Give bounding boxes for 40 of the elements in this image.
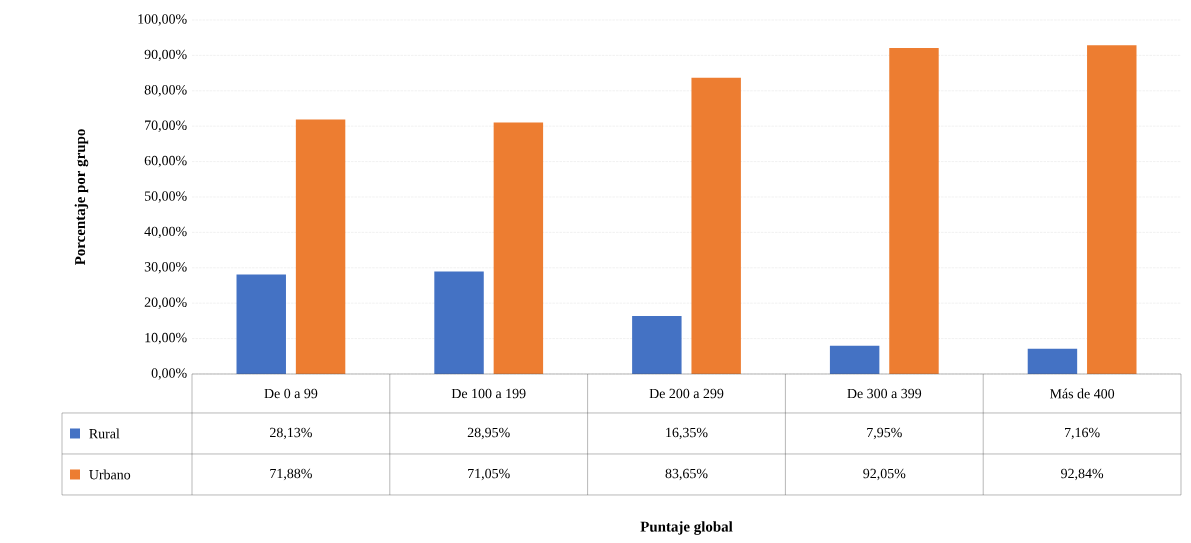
x-tick-label: De 300 a 399 xyxy=(847,388,922,399)
y-tick-label: 40,00% xyxy=(144,226,187,239)
bar xyxy=(1087,45,1137,374)
data-label: 7,16% xyxy=(1065,427,1100,440)
x-tick-label: De 200 a 299 xyxy=(649,388,724,399)
data-label: 83,65% xyxy=(665,468,708,481)
legend-label: Urbano xyxy=(89,469,131,480)
bar xyxy=(829,345,880,374)
bar xyxy=(434,271,484,374)
legend-label: Rural xyxy=(89,428,120,439)
bar xyxy=(1027,348,1078,374)
y-tick-label: 10,00% xyxy=(145,332,187,345)
x-tick-label: De 100 a 199 xyxy=(451,388,526,399)
text: Puntaje global xyxy=(640,521,733,535)
data-label: 92,84% xyxy=(1061,468,1104,481)
data-label: 92,05% xyxy=(863,468,906,481)
bar xyxy=(493,122,544,374)
bar xyxy=(691,77,741,374)
y-tick-label: 60,00% xyxy=(144,155,187,168)
y-tick-label: 80,00% xyxy=(144,85,187,97)
bar xyxy=(632,316,682,374)
x-tick-label: Más de 400 xyxy=(1049,388,1115,399)
y-tick-label: 70,00% xyxy=(145,120,187,132)
y-tick-label: 90,00% xyxy=(144,49,187,62)
data-label: 7,95% xyxy=(867,427,902,440)
data-label: 71,88% xyxy=(270,468,312,481)
bar xyxy=(236,274,286,374)
y-tick-label: 100,00% xyxy=(138,14,187,26)
y-tick-label: 50,00% xyxy=(144,191,187,203)
y-axis-title: Porcentaje por grupo xyxy=(74,129,89,266)
data-label: 16,35% xyxy=(666,427,708,440)
data-label: 71,05% xyxy=(468,468,510,481)
data-label: 28,95% xyxy=(467,427,510,440)
y-tick-label: 20,00% xyxy=(144,297,187,309)
bar xyxy=(295,119,346,374)
data-label: 28,13% xyxy=(270,427,312,440)
bar xyxy=(889,48,939,374)
x-tick-label: De 0 a 99 xyxy=(264,388,318,399)
y-tick-label: 0,00% xyxy=(151,368,187,380)
y-tick-label: 30,00% xyxy=(144,262,187,274)
